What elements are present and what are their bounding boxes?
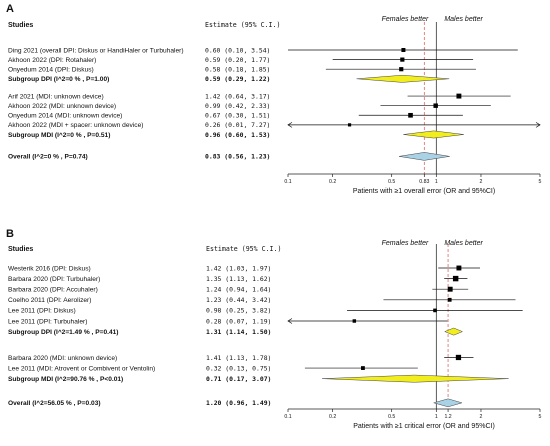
study-estimate: 0.28 (0.07, 1.19) bbox=[206, 317, 271, 325]
point-estimate bbox=[447, 286, 453, 292]
x-tick-label: 0.83 bbox=[419, 179, 429, 185]
study-label: Onyedum 2014 (MDI: unknown device) bbox=[8, 113, 122, 120]
subgroup-estimate: 0.59 (0.29, 1.22) bbox=[205, 75, 270, 83]
x-tick-label: 0.2 bbox=[329, 179, 336, 185]
x-axis-label: Patients with ≥1 overall error (OR and 9… bbox=[353, 188, 495, 195]
study-estimate: 0.26 (0.01, 7.27) bbox=[205, 121, 270, 129]
subgroup-estimate: 0.96 (0.60, 1.53) bbox=[205, 131, 270, 139]
x-tick-label: 0.1 bbox=[284, 179, 291, 185]
study-label: Akhoon 2022 (DPI: Rotahaler) bbox=[8, 57, 96, 64]
x-tick-label: 2 bbox=[480, 179, 483, 185]
x-axis-label: Patients with ≥1 critical error (OR and … bbox=[353, 423, 495, 430]
favours-right-label: Males better bbox=[444, 16, 483, 23]
panel-letter: B bbox=[6, 228, 14, 240]
x-tick-label: 1 bbox=[435, 179, 438, 185]
study-label: Ding 2021 (overall DPI: Diskus or HandiH… bbox=[8, 47, 184, 54]
study-label: Coelho 2011 (DPI: Aerolizer) bbox=[8, 297, 91, 304]
point-estimate bbox=[361, 366, 365, 370]
study-label: Akhoon 2022 (MDI + spacer: unknown devic… bbox=[8, 122, 143, 129]
study-estimate: 0.60 (0.10, 3.54) bbox=[205, 46, 270, 54]
subgroup-diamond bbox=[403, 130, 464, 139]
x-tick-label: 2 bbox=[480, 414, 483, 420]
overall-label: Overall (I^2=0 % , P=0.74) bbox=[8, 153, 88, 161]
study-estimate: 0.99 (0.42, 2.33) bbox=[205, 102, 270, 110]
point-estimate bbox=[399, 67, 404, 72]
study-estimate: 0.59 (0.20, 1.77) bbox=[205, 56, 270, 64]
favours-left-label: Females better bbox=[382, 240, 429, 247]
study-estimate: 1.35 (1.13, 1.62) bbox=[206, 275, 271, 283]
point-estimate bbox=[456, 93, 462, 99]
study-label: Westerik 2016 (DPI: Diskus) bbox=[8, 265, 91, 272]
x-tick-label: 0.5 bbox=[388, 179, 395, 185]
subgroup-label: Subgroup DPI (I^2=1.49 % , P=0.41) bbox=[8, 328, 118, 336]
point-estimate bbox=[408, 112, 413, 118]
subgroup-estimate: 0.71 (0.17, 3.07) bbox=[206, 375, 271, 383]
point-estimate bbox=[400, 57, 405, 62]
overall-label: Overall (I^2=56.05 % , P=0.03) bbox=[8, 399, 101, 407]
studies-header: Studies bbox=[8, 22, 33, 29]
subgroup-diamond bbox=[356, 74, 450, 83]
ci-arrow-left bbox=[287, 122, 293, 128]
point-estimate bbox=[433, 103, 438, 108]
study-estimate: 0.32 (0.13, 0.75) bbox=[206, 364, 271, 372]
subgroup-label: Subgroup DPI (I^2=0 % , P=1.00) bbox=[8, 75, 109, 83]
study-label: Barbara 2020 (DPI: Turbuhaler) bbox=[8, 276, 100, 283]
overall-estimate: 1.20 (0.96, 1.49) bbox=[206, 399, 271, 407]
study-label: Lee 2011 (DPI: Turbuhaler) bbox=[8, 318, 87, 325]
point-estimate bbox=[401, 48, 406, 52]
study-estimate: 0.67 (0.30, 1.51) bbox=[205, 112, 270, 120]
estimate-header: Estimate (95% C.I.) bbox=[206, 245, 281, 253]
subgroup-label: Subgroup MDI (I^2=0 % , P=0.51) bbox=[8, 131, 110, 139]
study-label: Barbara 2020 (DPI: Accuhaler) bbox=[8, 287, 98, 294]
favours-right-label: Males better bbox=[444, 240, 483, 247]
study-estimate: 1.41 (1.13, 1.78) bbox=[206, 354, 271, 362]
subgroup-diamond bbox=[444, 327, 464, 336]
studies-header: Studies bbox=[8, 246, 33, 253]
ci-arrow-left bbox=[287, 318, 293, 324]
panel-letter: A bbox=[6, 3, 14, 15]
x-tick-label: 1.2 bbox=[444, 414, 451, 420]
study-estimate: 1.23 (0.44, 3.42) bbox=[206, 296, 271, 304]
study-estimate: 1.42 (1.03, 1.97) bbox=[206, 264, 271, 272]
x-tick-label: 0.5 bbox=[388, 414, 395, 420]
study-estimate: 0.98 (0.25, 3.82) bbox=[206, 307, 271, 315]
overall-estimate: 0.83 (0.56, 1.23) bbox=[205, 153, 270, 161]
point-estimate bbox=[456, 265, 462, 271]
subgroup-estimate: 1.31 (1.14, 1.50) bbox=[206, 328, 271, 336]
estimate-header: Estimate (95% C.I.) bbox=[205, 21, 280, 29]
ci-arrow-right bbox=[535, 122, 541, 128]
study-label: Barbara 2020 (MDI: unknown device) bbox=[8, 355, 117, 362]
point-estimate bbox=[452, 275, 459, 282]
x-tick-label: 1 bbox=[435, 414, 438, 420]
study-label: Lee 2011 (MDI: Atrovent or Combivent or … bbox=[8, 365, 155, 372]
study-label: Akhoon 2022 (MDI: unknown device) bbox=[8, 103, 116, 110]
favours-left-label: Females better bbox=[382, 16, 429, 23]
point-estimate bbox=[447, 297, 452, 302]
point-estimate bbox=[455, 354, 462, 361]
subgroup-diamond bbox=[322, 374, 509, 383]
study-estimate: 1.42 (0.64, 3.17) bbox=[205, 92, 270, 100]
study-label: Lee 2011 (DPI: Diskus) bbox=[8, 308, 76, 315]
x-tick-label: 5 bbox=[539, 414, 542, 420]
study-estimate: 1.24 (0.94, 1.64) bbox=[206, 286, 271, 294]
overall-diamond bbox=[432, 398, 463, 408]
overall-diamond bbox=[398, 152, 450, 161]
x-tick-label: 5 bbox=[539, 179, 542, 185]
subgroup-label: Subgroup MDI (I^2=90.76 % , P<0.01) bbox=[8, 375, 123, 383]
study-label: Arif 2021 (MDI: unknown device) bbox=[8, 93, 104, 100]
point-estimate bbox=[352, 319, 357, 323]
point-estimate bbox=[347, 123, 352, 127]
study-label: Onyedum 2014 (DPI: Diskus) bbox=[8, 67, 94, 74]
point-estimate bbox=[433, 308, 437, 313]
x-tick-label: 0.1 bbox=[284, 414, 291, 420]
study-estimate: 0.58 (0.18, 1.85) bbox=[205, 66, 270, 74]
x-tick-label: 0.2 bbox=[329, 414, 336, 420]
